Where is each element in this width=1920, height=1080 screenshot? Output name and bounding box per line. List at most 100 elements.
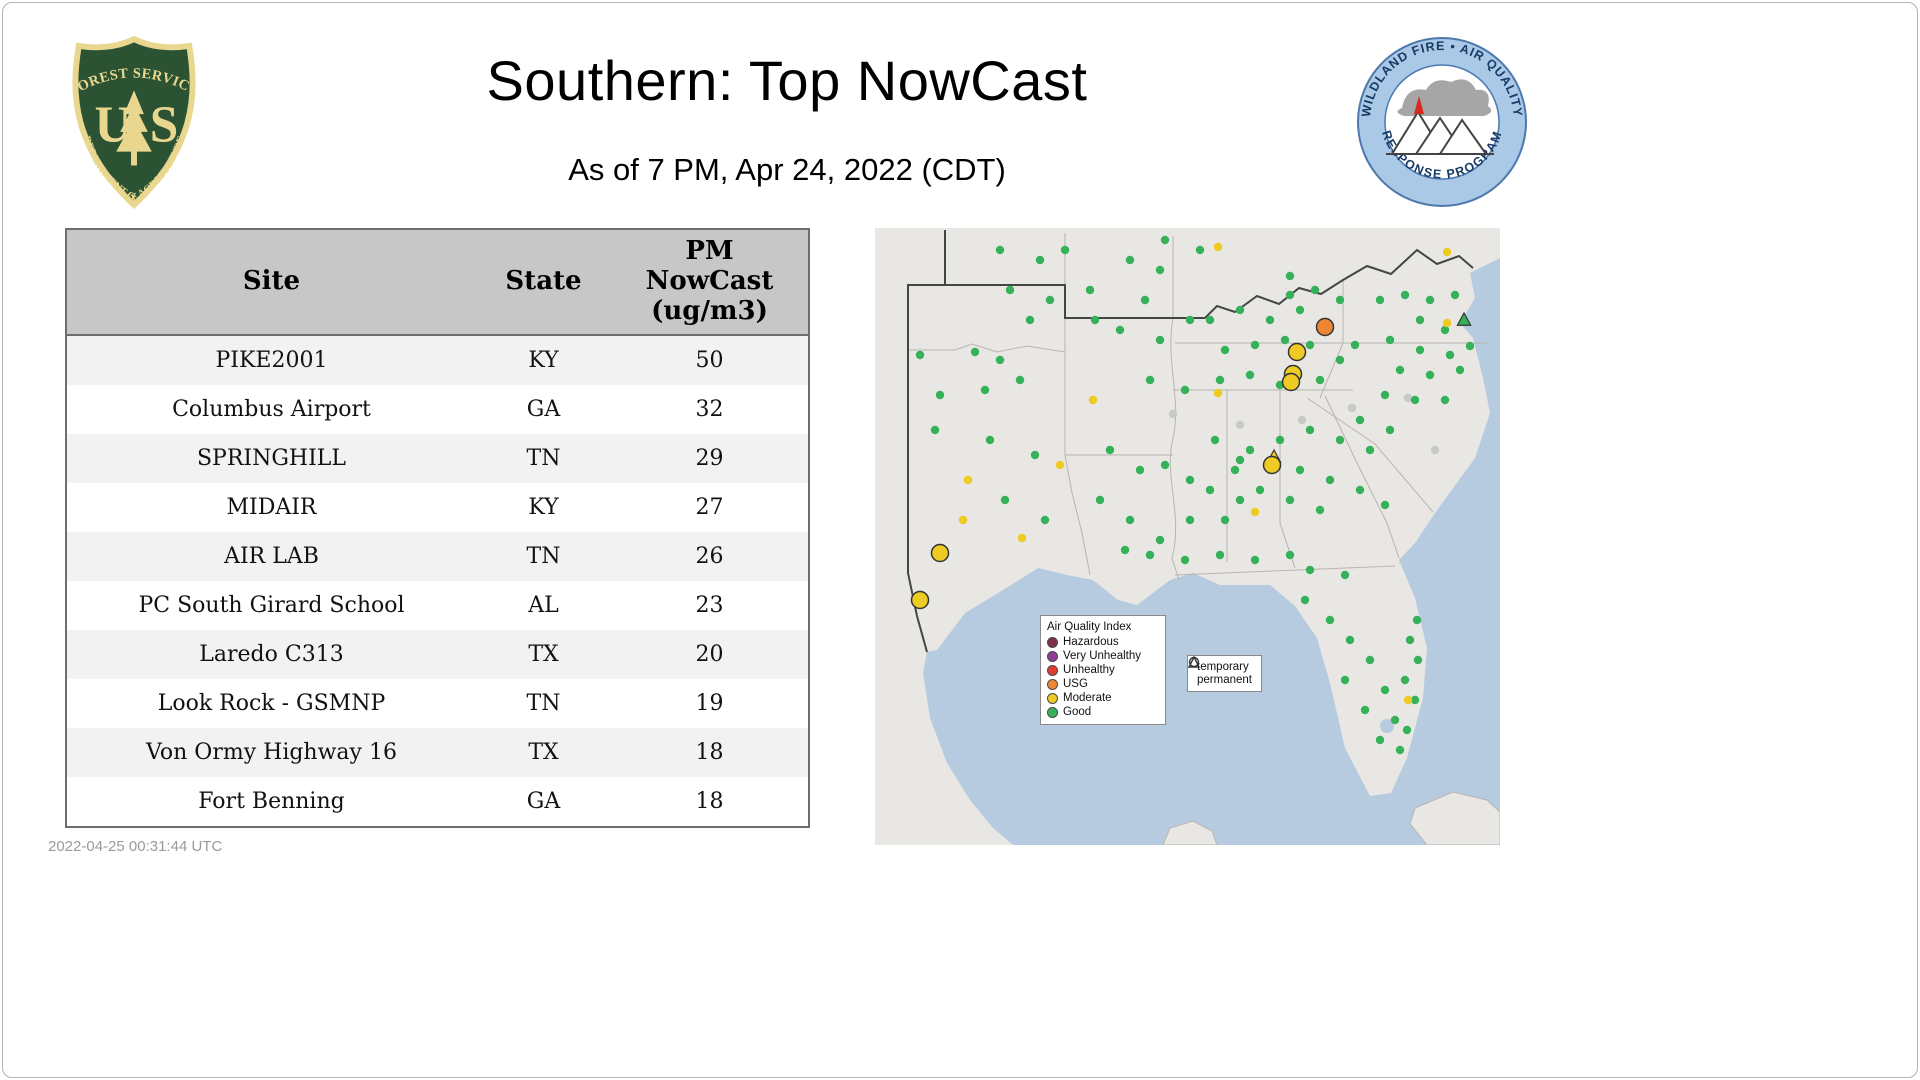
monitor-marker-moderate <box>1213 242 1223 252</box>
aqi-legend-item: Very Unhealthy <box>1047 650 1159 662</box>
wfaqrp-logo-icon: WILDLAND FIRE • AIR QUALITY RESPONSE PRO… <box>1357 37 1527 207</box>
aqi-legend-item: Unhealthy <box>1047 664 1159 676</box>
table-row: AIR LAB TN 26 <box>66 532 809 581</box>
monitor-marker-moderate <box>910 590 930 610</box>
monitor-marker-good <box>1440 325 1450 335</box>
island-cuba <box>1409 791 1500 845</box>
table-row: Von Ormy Highway 16 TX 18 <box>66 728 809 777</box>
table-row: MIDAIR KY 27 <box>66 483 809 532</box>
monitor-marker-good <box>1180 555 1190 565</box>
monitor-marker-good <box>1355 415 1365 425</box>
monitor-marker-good <box>1135 465 1145 475</box>
temporary-legend-row: temporary <box>1188 656 1252 673</box>
value-cell: 18 <box>695 789 724 814</box>
monitor-marker-good <box>1465 341 1475 351</box>
temporary-label: temporary <box>1197 661 1249 673</box>
aqi-legend-item: Moderate <box>1047 692 1159 704</box>
state-cell: TX <box>528 642 559 667</box>
monitor-marker-good <box>1413 655 1423 665</box>
monitor-marker-good <box>1250 555 1260 565</box>
monitor-marker-good <box>1400 675 1410 685</box>
forest-service-shield-icon: FOREST SERVICE U S DEPARTMENT OF AGRICUL… <box>50 19 196 210</box>
forest-service-logo: FOREST SERVICE U S DEPARTMENT OF AGRICUL… <box>50 19 213 214</box>
value-cell: 19 <box>695 691 724 716</box>
table-row: Fort Benning GA 18 <box>66 777 809 827</box>
monitor-marker-good <box>1350 340 1360 350</box>
monitor-marker-moderate <box>930 543 950 563</box>
aqi-legend-label: Hazardous <box>1063 636 1119 648</box>
monitor-marker-good <box>1305 425 1315 435</box>
monitor-marker-good <box>1060 245 1070 255</box>
monitor-marker-moderate <box>1250 507 1260 517</box>
column-header-state: State <box>476 229 611 336</box>
monitor-marker-good <box>1160 460 1170 470</box>
monitor-marker-good <box>1285 550 1295 560</box>
monitor-marker-good <box>1155 265 1165 275</box>
monitor-marker-good <box>1450 290 1460 300</box>
page-subtitle: As of 7 PM, Apr 24, 2022 (CDT) <box>568 152 1006 187</box>
monitor-marker-good <box>1195 245 1205 255</box>
monitor-marker-good <box>995 355 1005 365</box>
lake <box>1380 719 1394 733</box>
peninsula-yucatan <box>1162 820 1218 845</box>
state-cell: TN <box>526 544 561 569</box>
monitor-marker-good <box>1456 311 1472 326</box>
state-cell: TX <box>528 740 559 765</box>
monitor-marker-good <box>1295 305 1305 315</box>
column-header-value: PM NowCast (ug/m3) <box>611 229 809 336</box>
permanent-label: permanent <box>1197 674 1252 686</box>
monitor-marker-good <box>1280 335 1290 345</box>
monitor-marker-good <box>1145 550 1155 560</box>
monitor-marker-good <box>1250 340 1260 350</box>
monitor-marker-good <box>915 350 925 360</box>
monitor-marker-moderate <box>1055 460 1065 470</box>
monitor-marker-good <box>1355 485 1365 495</box>
monitor-marker-good <box>1315 505 1325 515</box>
monitor-marker-good <box>1395 365 1405 375</box>
monitor-marker-good <box>1380 500 1390 510</box>
monitor-marker-moderate <box>1088 395 1098 405</box>
value-cell: 32 <box>695 397 724 422</box>
marker-type-legend: temporary permanent <box>1187 655 1262 692</box>
monitor-marker-good <box>1125 255 1135 265</box>
monitor-marker-good <box>1415 345 1425 355</box>
monitor-marker-good <box>1380 390 1390 400</box>
value-cell: 50 <box>695 348 724 373</box>
table-row: PIKE2001 KY 50 <box>66 335 809 385</box>
monitor-marker-good <box>1025 315 1035 325</box>
monitor-marker-good <box>1385 335 1395 345</box>
aqi-swatch-usg <box>1047 678 1058 690</box>
monitor-marker-inactive <box>1403 393 1413 403</box>
monitor-marker-inactive <box>1430 445 1440 455</box>
monitor-marker-good <box>1155 535 1165 545</box>
monitor-marker-moderate <box>1403 695 1413 705</box>
aqi-legend-label: Good <box>1063 706 1092 718</box>
pine-tree-icon <box>116 90 152 166</box>
monitor-marker-good <box>1335 295 1345 305</box>
state-cell: TN <box>526 691 561 716</box>
table-row: Columbus Airport GA 32 <box>66 385 809 434</box>
monitor-marker-good <box>1335 435 1345 445</box>
flame-icon <box>1414 96 1424 114</box>
monitor-marker-good <box>1440 395 1450 405</box>
forest-service-letter-s: S <box>150 97 179 154</box>
table-row: PC South Girard School AL 23 <box>66 581 809 630</box>
monitor-marker-good <box>1140 295 1150 305</box>
monitor-marker-good <box>970 347 980 357</box>
aqi-legend: Air Quality Index Hazardous Very Unhealth… <box>1040 615 1166 725</box>
monitor-marker-good <box>1185 315 1195 325</box>
monitor-marker-good <box>1245 370 1255 380</box>
monitor-marker-good <box>1245 445 1255 455</box>
monitor-marker-good <box>1395 745 1405 755</box>
monitor-marker-good <box>1215 550 1225 560</box>
monitor-marker-good <box>1380 685 1390 695</box>
aqi-swatch-very_unhealthy <box>1047 650 1058 662</box>
aqi-swatch-unhealthy <box>1047 664 1058 676</box>
monitor-marker-good <box>1205 315 1215 325</box>
monitor-marker-moderate <box>1442 318 1452 328</box>
monitor-marker-good <box>1205 485 1215 495</box>
map-canvas <box>875 228 1500 845</box>
permanent-marker-icon <box>1188 656 1200 668</box>
monitor-marker-moderate <box>1262 455 1282 475</box>
monitor-marker-good <box>1305 340 1315 350</box>
